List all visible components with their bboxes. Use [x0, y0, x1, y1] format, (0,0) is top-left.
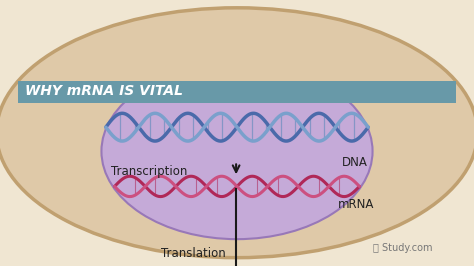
Text: mRNA: mRNA	[337, 198, 374, 211]
Text: WHY mRNA IS VITAL: WHY mRNA IS VITAL	[25, 84, 183, 98]
FancyBboxPatch shape	[18, 81, 456, 103]
Ellipse shape	[0, 8, 474, 258]
Text: Ⓢ Study.com: Ⓢ Study.com	[374, 243, 433, 253]
Text: Transcription: Transcription	[111, 165, 188, 178]
Text: DNA: DNA	[342, 156, 368, 169]
Text: Translation: Translation	[161, 247, 226, 260]
Ellipse shape	[101, 63, 373, 239]
